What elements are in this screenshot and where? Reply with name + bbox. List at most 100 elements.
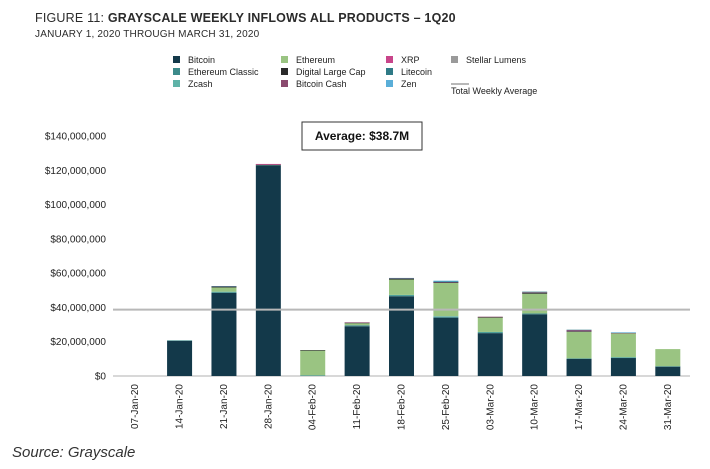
legend-label: Ethereum Classic	[188, 67, 259, 77]
bar-segment	[566, 329, 592, 331]
bar-segment	[255, 166, 281, 376]
bar-segment	[433, 281, 459, 283]
legend-swatch	[281, 80, 288, 87]
legend-swatch	[451, 56, 458, 63]
chart-title: FIGURE 11: GRAYSCALE WEEKLY INFLOWS ALL …	[35, 11, 456, 25]
bar-segment	[344, 322, 370, 324]
bar-segment	[610, 357, 636, 359]
bars	[167, 163, 681, 376]
bar-segment	[344, 322, 370, 323]
x-tick-label: 21-Jan-20	[219, 384, 230, 429]
bar-segment	[211, 286, 237, 287]
y-tick-label: $100,000,000	[45, 200, 107, 211]
legend-label: Total Weekly Average	[451, 86, 537, 96]
bar-segment	[610, 333, 636, 358]
y-tick-label: $120,000,000	[45, 166, 107, 177]
average-annotation-box	[301, 121, 423, 151]
x-tick-label: 17-Mar-20	[574, 384, 585, 431]
legend-swatch	[173, 56, 180, 63]
x-tick-label: 10-Mar-20	[530, 384, 541, 431]
x-tick-label: 04-Feb-20	[308, 384, 319, 431]
bar-segment	[610, 332, 636, 333]
x-tick-label: 18-Feb-20	[397, 384, 408, 431]
bar-segment	[477, 332, 503, 334]
legend-swatch	[386, 68, 393, 75]
bar-segment	[211, 292, 237, 376]
y-tick-label: $40,000,000	[50, 303, 106, 314]
bar-segment	[610, 358, 636, 376]
bar-segment	[566, 358, 592, 359]
bar-segment	[167, 340, 193, 376]
y-tick-label: $80,000,000	[50, 234, 106, 245]
bar-segment	[566, 358, 592, 376]
legend-label: Digital Large Cap	[296, 67, 366, 77]
legend-label: Bitcoin	[188, 55, 215, 65]
bar-segment	[566, 330, 592, 331]
bar-segment	[344, 323, 370, 326]
bar-segment	[433, 317, 459, 376]
legend-label: Ethereum	[296, 55, 335, 65]
bar-segment	[655, 366, 681, 376]
bar-segment	[522, 314, 548, 376]
bar-segment	[566, 331, 592, 332]
bar-segment	[389, 295, 414, 297]
bar-segment	[344, 326, 370, 376]
bar-segment	[255, 164, 281, 165]
source-note: Source: Grayscale	[12, 444, 136, 461]
legend-label: Stellar Lumens	[466, 55, 527, 65]
legend-swatch	[386, 56, 393, 63]
bar-segment	[389, 277, 414, 279]
bar-segment	[522, 293, 548, 314]
bar-segment	[255, 165, 281, 166]
x-tick-label: 28-Jan-20	[263, 384, 274, 429]
legend-swatch	[173, 68, 180, 75]
legend-label: Zen	[401, 79, 417, 89]
bar-segment	[610, 332, 636, 334]
x-tick-label: 11-Feb-20	[352, 384, 363, 430]
legend-label: Zcash	[188, 79, 213, 89]
bar-segment	[433, 282, 459, 283]
bar-segment	[566, 330, 592, 332]
bar-segment	[522, 313, 548, 315]
bar-segment	[477, 331, 503, 333]
bar-segment	[433, 282, 459, 317]
y-tick-label: $140,000,000	[45, 132, 107, 143]
bar-segment	[389, 294, 414, 296]
chart-subtitle: JANUARY 1, 2020 THROUGH MARCH 31, 2020	[35, 29, 260, 40]
bar-segment	[211, 291, 237, 293]
legend-swatch	[173, 80, 180, 87]
bar-segment	[389, 279, 414, 295]
x-tick-label: 14-Jan-20	[175, 384, 186, 429]
y-tick-label: $20,000,000	[50, 337, 106, 348]
legend-label: Litecoin	[401, 67, 432, 77]
bar-segment	[300, 350, 326, 351]
bar-segment	[211, 286, 237, 288]
bar-segment	[433, 280, 459, 282]
legend: Bitcoin Ethereum XRP Stellar Lumens Ethereum…	[173, 55, 537, 96]
bar-segment	[211, 286, 237, 287]
bar-segment	[477, 317, 503, 318]
x-tick-label: 24-Mar-20	[618, 384, 629, 431]
bar-segment	[477, 316, 503, 318]
x-tick-label: 25-Feb-20	[441, 384, 452, 431]
x-tick-label: 31-Mar-20	[663, 384, 674, 431]
bar-segment	[655, 349, 681, 367]
bar-segment	[433, 316, 459, 317]
legend-label: Bitcoin Cash	[296, 79, 347, 89]
bar-segment	[433, 316, 459, 318]
bar-segment	[389, 278, 414, 280]
bar-segment	[433, 282, 459, 283]
bar-segment	[522, 291, 548, 293]
y-tick-label: $60,000,000	[50, 269, 106, 280]
average-line-group: Average: $38.7M	[113, 121, 690, 311]
bar-segment	[566, 331, 592, 359]
bar-segment	[477, 317, 503, 332]
y-tick-label: $0	[95, 372, 107, 383]
legend-swatch	[281, 68, 288, 75]
bar-segment	[477, 333, 503, 376]
bar-segment	[610, 357, 636, 358]
bar-segment	[655, 366, 681, 367]
bar-segment	[167, 340, 193, 341]
bar-segment	[300, 350, 326, 376]
